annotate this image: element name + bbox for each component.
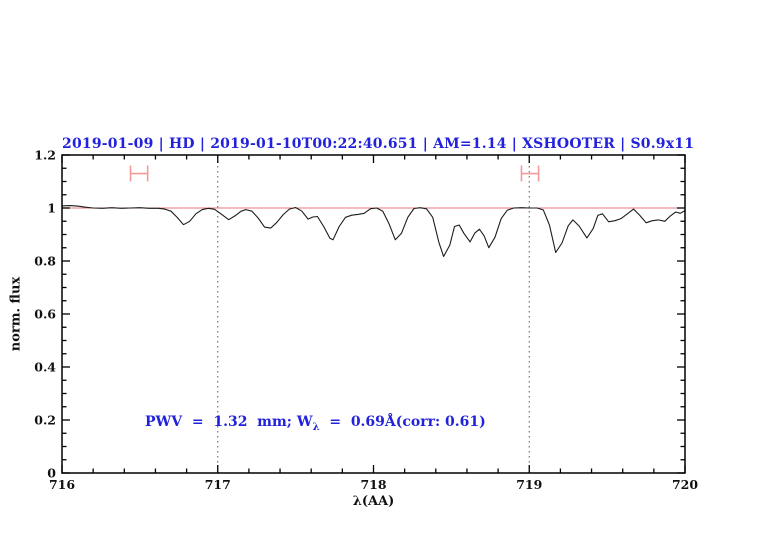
plot-title: 2019-01-09 | HD | 2019-01-10T00:22:40.65… <box>62 136 695 152</box>
pwv-annotation-lambda-subscript: λ <box>312 421 320 433</box>
line-region-marker-1 <box>129 165 149 182</box>
pwv-annotation-part1: PWV = 1.32 mm; W <box>145 414 313 430</box>
spectrum-line <box>61 205 686 258</box>
y-tick-label: 0.4 <box>34 360 56 375</box>
pwv-annotation-part2: = 0.69Å(corr: 0.61) <box>319 414 486 430</box>
y-tick-label: 1 <box>47 201 56 216</box>
x-tick-label: 716 <box>49 477 75 492</box>
x-tick-label: 717 <box>205 477 231 492</box>
line-region-marker-2 <box>520 165 540 182</box>
y-tick-label: 0.6 <box>34 307 56 322</box>
y-tick-label: 0 <box>47 466 56 481</box>
x-tick-label: 719 <box>516 477 542 492</box>
y-tick-label: 0.2 <box>34 413 56 428</box>
y-tick-label: 0.8 <box>34 254 56 269</box>
y-tick-label: 1.2 <box>34 148 56 163</box>
x-tick-label: 720 <box>672 477 698 492</box>
x-axis-label: λ(AA) <box>352 494 395 509</box>
x-tick-label: 718 <box>360 477 386 492</box>
pwv-annotation: PWV = 1.32 mm; Wλ = 0.69Å(corr: 0.61) <box>145 414 486 433</box>
